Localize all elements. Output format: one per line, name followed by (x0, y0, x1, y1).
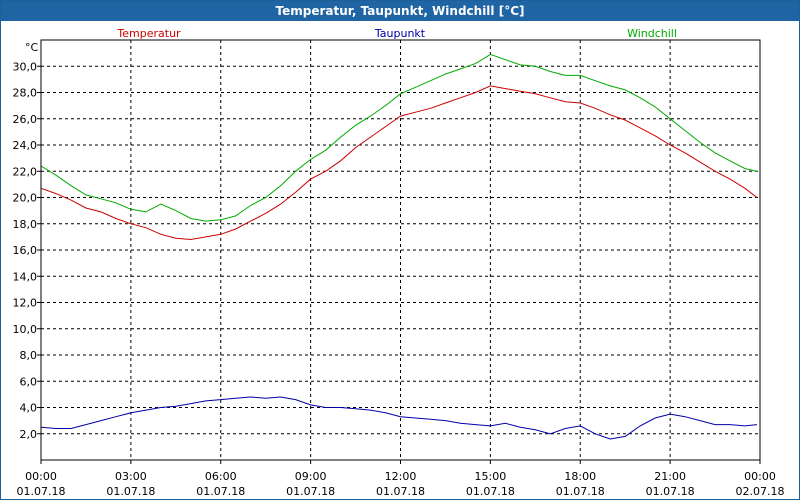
y-tick-label: 14,0 (13, 270, 38, 283)
series-line-temperatur (40, 85, 758, 241)
x-tick-date-label: 01.07.18 (376, 485, 425, 498)
y-tick-label: 22,0 (13, 165, 38, 178)
window-title: Temperatur, Taupunkt, Windchill [°C] (1, 1, 799, 21)
x-tick-time-label: 09:00 (295, 470, 327, 483)
y-tick-label: 6,0 (20, 375, 38, 388)
series-lines (40, 53, 758, 440)
legend-entry-taupunkt: Taupunkt (374, 27, 426, 40)
y-tick-label: 28,0 (13, 87, 38, 100)
y-tick-label: 2,0 (20, 428, 38, 441)
x-tick-date-label: 01.07.18 (646, 485, 695, 498)
x-tick-date-label: 01.07.18 (466, 485, 515, 498)
x-tick-time-label: 18:00 (564, 470, 596, 483)
y-tick-label: 26,0 (13, 113, 38, 126)
y-axis: 2,0 4,0 6,0 8,0 10,0 12,0 14,0 16,0 18,0 20,0 22,0… (13, 60, 41, 441)
x-axis: 00:00 01.07.18 03:00 01.07.18 06:00 01.07.18 0… (17, 460, 785, 498)
y-unit-label: °C (25, 41, 39, 54)
y-tick-label: 8,0 (20, 349, 38, 362)
x-tick-time-label: 03:00 (115, 470, 147, 483)
x-tick-date-label: 01.07.18 (556, 485, 605, 498)
x-tick-time-label: 06:00 (205, 470, 237, 483)
x-tick-time-label: 12:00 (385, 470, 417, 483)
x-tick-date-label: 02.07.18 (736, 485, 785, 498)
x-tick-date-label: 01.07.18 (17, 485, 66, 498)
x-tick-time-label: 21:00 (654, 470, 686, 483)
x-tick-date-label: 01.07.18 (286, 485, 335, 498)
x-tick-time-label: 00:00 (25, 470, 57, 483)
legend: Temperatur Taupunkt Windchill (116, 27, 677, 40)
y-tick-label: 20,0 (13, 192, 38, 205)
y-tick-label: 18,0 (13, 218, 38, 231)
y-tick-label: 10,0 (13, 323, 38, 336)
series-line-windchill (40, 53, 758, 222)
x-tick-time-label: 15:00 (475, 470, 507, 483)
y-tick-label: 16,0 (13, 244, 38, 257)
x-tick-date-label: 01.07.18 (106, 485, 155, 498)
plot-area-border (40, 39, 761, 461)
x-tick-time-label: 00:00 (744, 470, 776, 483)
y-tick-label: 12,0 (13, 297, 38, 310)
y-tick-label: 30,0 (13, 60, 38, 73)
series-line-taupunkt (40, 396, 758, 440)
x-tick-date-label: 01.07.18 (196, 485, 245, 498)
y-tick-label: 24,0 (13, 139, 38, 152)
legend-entry-temperatur: Temperatur (116, 27, 181, 40)
legend-entry-windchill: Windchill (627, 27, 677, 40)
y-tick-label: 4,0 (20, 402, 38, 415)
grid-lines (41, 40, 760, 460)
